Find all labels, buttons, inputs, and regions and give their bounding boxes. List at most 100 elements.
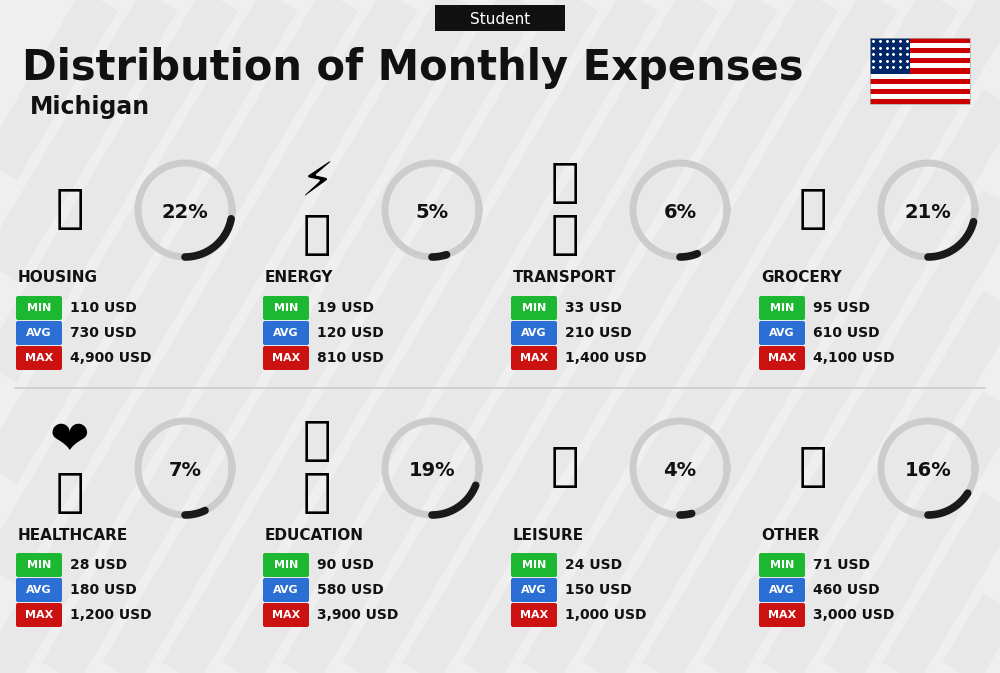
Text: 730 USD: 730 USD <box>70 326 136 340</box>
Text: 🎓
📚: 🎓 📚 <box>303 419 331 516</box>
Bar <box>870 38 970 43</box>
Text: 90 USD: 90 USD <box>317 558 374 572</box>
Text: 4,100 USD: 4,100 USD <box>813 351 895 365</box>
Text: 1,200 USD: 1,200 USD <box>70 608 152 622</box>
Text: MIN: MIN <box>274 303 298 313</box>
Text: Distribution of Monthly Expenses: Distribution of Monthly Expenses <box>22 47 804 89</box>
FancyBboxPatch shape <box>511 578 557 602</box>
Text: 150 USD: 150 USD <box>565 583 632 597</box>
FancyBboxPatch shape <box>511 321 557 345</box>
Bar <box>870 59 970 63</box>
Text: 5%: 5% <box>415 203 449 221</box>
Text: MIN: MIN <box>522 303 546 313</box>
FancyBboxPatch shape <box>759 603 805 627</box>
FancyBboxPatch shape <box>16 346 62 370</box>
FancyBboxPatch shape <box>759 321 805 345</box>
Text: LEISURE: LEISURE <box>513 528 584 542</box>
Text: 580 USD: 580 USD <box>317 583 384 597</box>
Text: OTHER: OTHER <box>761 528 819 542</box>
FancyBboxPatch shape <box>16 321 62 345</box>
Text: 16%: 16% <box>905 460 951 479</box>
Text: 1,000 USD: 1,000 USD <box>565 608 646 622</box>
Text: HOUSING: HOUSING <box>18 271 98 285</box>
Text: MAX: MAX <box>272 353 300 363</box>
Text: HEALTHCARE: HEALTHCARE <box>18 528 128 542</box>
FancyBboxPatch shape <box>263 296 309 320</box>
FancyBboxPatch shape <box>511 553 557 577</box>
Text: 810 USD: 810 USD <box>317 351 384 365</box>
FancyBboxPatch shape <box>759 578 805 602</box>
Text: 🏢: 🏢 <box>56 188 84 232</box>
Text: 🛍️: 🛍️ <box>551 446 579 491</box>
FancyBboxPatch shape <box>759 553 805 577</box>
Text: 1,400 USD: 1,400 USD <box>565 351 647 365</box>
Text: 3,900 USD: 3,900 USD <box>317 608 398 622</box>
Text: 21%: 21% <box>905 203 951 221</box>
Text: MIN: MIN <box>27 560 51 570</box>
Text: 3,000 USD: 3,000 USD <box>813 608 894 622</box>
FancyBboxPatch shape <box>16 296 62 320</box>
Text: AVG: AVG <box>769 585 795 595</box>
FancyBboxPatch shape <box>511 346 557 370</box>
Text: MAX: MAX <box>768 610 796 620</box>
Text: ❤️
🩺: ❤️ 🩺 <box>50 419 90 516</box>
Text: ⚡
🏠: ⚡ 🏠 <box>300 162 334 258</box>
Text: MIN: MIN <box>522 560 546 570</box>
Text: 💰: 💰 <box>799 446 827 491</box>
Text: MAX: MAX <box>520 610 548 620</box>
FancyBboxPatch shape <box>16 578 62 602</box>
Text: 460 USD: 460 USD <box>813 583 880 597</box>
Bar <box>870 53 970 59</box>
Text: AVG: AVG <box>26 328 52 338</box>
Bar <box>870 73 970 79</box>
Text: MIN: MIN <box>27 303 51 313</box>
Text: 19 USD: 19 USD <box>317 301 374 315</box>
Text: 22%: 22% <box>162 203 208 221</box>
Text: AVG: AVG <box>26 585 52 595</box>
Text: MAX: MAX <box>520 353 548 363</box>
Text: 4%: 4% <box>663 460 697 479</box>
FancyBboxPatch shape <box>263 321 309 345</box>
Text: 6%: 6% <box>663 203 697 221</box>
Text: 610 USD: 610 USD <box>813 326 880 340</box>
FancyBboxPatch shape <box>263 603 309 627</box>
Text: MIN: MIN <box>770 303 794 313</box>
Text: 7%: 7% <box>168 460 202 479</box>
Text: MAX: MAX <box>25 610 53 620</box>
Text: 180 USD: 180 USD <box>70 583 137 597</box>
Text: MIN: MIN <box>770 560 794 570</box>
Text: 33 USD: 33 USD <box>565 301 622 315</box>
Text: GROCERY: GROCERY <box>761 271 842 285</box>
Bar <box>870 79 970 83</box>
FancyBboxPatch shape <box>759 296 805 320</box>
Text: 4,900 USD: 4,900 USD <box>70 351 152 365</box>
Text: 210 USD: 210 USD <box>565 326 632 340</box>
FancyBboxPatch shape <box>759 346 805 370</box>
Text: AVG: AVG <box>521 328 547 338</box>
Bar <box>870 43 970 48</box>
Text: MAX: MAX <box>768 353 796 363</box>
Text: 24 USD: 24 USD <box>565 558 622 572</box>
FancyBboxPatch shape <box>263 578 309 602</box>
Text: MAX: MAX <box>272 610 300 620</box>
FancyBboxPatch shape <box>263 553 309 577</box>
Text: 71 USD: 71 USD <box>813 558 870 572</box>
Text: Student: Student <box>470 11 530 26</box>
Text: AVG: AVG <box>769 328 795 338</box>
Bar <box>870 69 970 73</box>
Text: 🚌
🚗: 🚌 🚗 <box>551 162 579 258</box>
Bar <box>870 89 970 94</box>
Text: MAX: MAX <box>25 353 53 363</box>
Bar <box>870 63 970 69</box>
Text: AVG: AVG <box>273 585 299 595</box>
Bar <box>870 38 970 104</box>
FancyBboxPatch shape <box>16 553 62 577</box>
FancyBboxPatch shape <box>16 603 62 627</box>
Bar <box>870 94 970 99</box>
FancyBboxPatch shape <box>435 5 565 31</box>
FancyBboxPatch shape <box>511 603 557 627</box>
Text: 🛒: 🛒 <box>799 188 827 232</box>
FancyBboxPatch shape <box>263 346 309 370</box>
FancyBboxPatch shape <box>511 296 557 320</box>
Text: 28 USD: 28 USD <box>70 558 127 572</box>
